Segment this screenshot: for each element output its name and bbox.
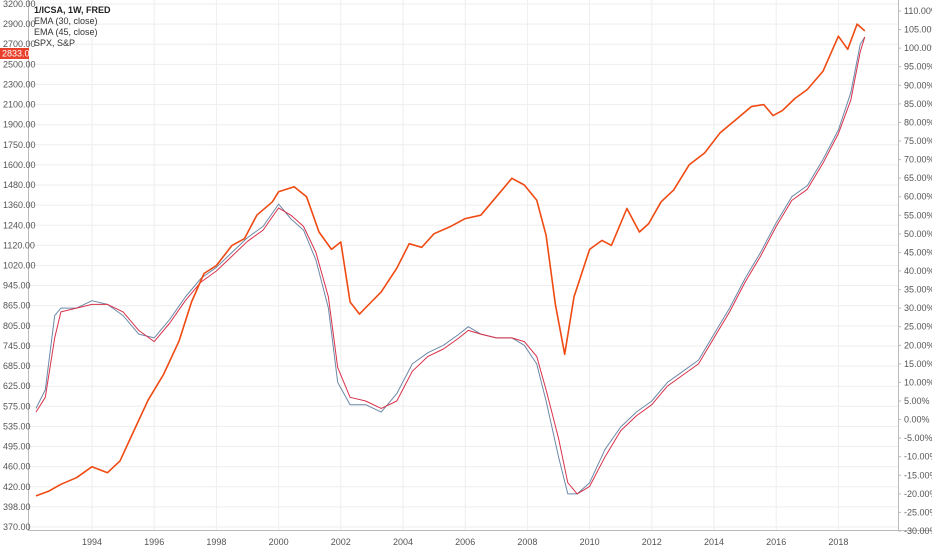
- left-tick-label: 865.00: [3, 301, 31, 311]
- legend-entry-ema30: EMA (30, close): [34, 16, 98, 26]
- left-tick-label: 460.00: [3, 462, 31, 472]
- x-axis-ticks: 1994 1996 1998 2000 2002 2004 2006 2008 2010 2012…: [82, 537, 848, 547]
- x-tick-label: 1998: [206, 537, 226, 547]
- x-tick-label: 2016: [766, 537, 786, 547]
- left-tick-label: 575.00: [3, 401, 31, 411]
- right-tick-label: 95.00%: [904, 62, 932, 72]
- right-tick-label: 75.00%: [904, 136, 932, 146]
- right-tick-label: -20.00%: [904, 489, 932, 499]
- right-tick-label: 60.00%: [904, 192, 932, 202]
- right-tick-label: -25.00%: [904, 507, 932, 517]
- right-tick-label: 50.00%: [904, 229, 932, 239]
- x-tick-label: 1996: [144, 537, 164, 547]
- right-tick-label: 110.00%: [904, 6, 932, 16]
- right-tick-label: -15.00%: [904, 470, 932, 480]
- left-tick-label: 495.00: [3, 442, 31, 452]
- left-tick-label: 945.00: [3, 281, 31, 291]
- right-axis-ticks: 110.00% 105.00% 100.00% 95.00% 90.00% 85.00% 8…: [898, 6, 932, 536]
- left-tick-label: 420.00: [3, 482, 31, 492]
- left-tick-label: 535.00: [3, 421, 31, 431]
- left-tick-label: 745.00: [3, 341, 31, 351]
- x-tick-label: 2014: [704, 537, 724, 547]
- left-tick-label: 805.00: [3, 321, 31, 331]
- right-tick-label: -10.00%: [904, 452, 932, 462]
- left-tick-label: 1750.00: [3, 140, 36, 150]
- x-tick-label: 2018: [828, 537, 848, 547]
- grid: [29, 0, 898, 530]
- left-tick-label: 1120.00: [3, 240, 35, 250]
- right-tick-label: 10.00%: [904, 377, 932, 387]
- legend-entry-spx: SPX, S&P: [34, 38, 75, 48]
- left-axis-ticks: 3200.00 2900.00 2700.00 2500.00 2300.00 2100.…: [3, 0, 36, 532]
- right-tick-label: 25.00%: [904, 322, 932, 332]
- right-tick-label: 15.00%: [904, 359, 932, 369]
- left-tick-label: 2500.00: [3, 59, 36, 69]
- series: [35, 23, 866, 497]
- left-tick-label: 3200.00: [3, 0, 36, 9]
- legend-entry-ema45: EMA (45, close): [34, 27, 98, 37]
- legend-title: 1/ICSA, 1W, FRED: [34, 5, 111, 15]
- x-tick-label: 2006: [455, 537, 475, 547]
- ema45-series-line: [35, 36, 866, 495]
- last-value-tag: 2833.08: [0, 48, 35, 59]
- last-value-tag-text: 2833.08: [2, 49, 35, 59]
- left-tick-label: 2300.00: [3, 79, 36, 89]
- ema30-series-line: [35, 36, 866, 495]
- left-tick-label: 2700.00: [3, 39, 36, 49]
- right-tick-label: -30.00%: [904, 526, 932, 536]
- x-tick-label: 1994: [82, 537, 102, 547]
- right-tick-label: 85.00%: [904, 99, 932, 109]
- right-tick-label: 35.00%: [904, 285, 932, 295]
- right-tick-label: 55.00%: [904, 210, 932, 220]
- left-tick-label: 370.00: [3, 522, 31, 532]
- left-tick-label: 1600.00: [3, 160, 36, 170]
- legend: 1/ICSA, 1W, FRED EMA (30, close) EMA (45…: [34, 5, 111, 48]
- right-tick-label: 65.00%: [904, 173, 932, 183]
- left-tick-label: 1360.00: [3, 200, 36, 210]
- left-tick-label: 1240.00: [3, 220, 36, 230]
- x-tick-label: 2010: [580, 537, 600, 547]
- x-tick-label: 2004: [393, 537, 413, 547]
- right-tick-label: 105.00%: [904, 25, 932, 35]
- right-tick-label: 100.00%: [904, 43, 932, 53]
- left-tick-label: 398.00: [3, 502, 31, 512]
- right-tick-label: 0.00%: [904, 415, 930, 425]
- left-tick-label: 685.00: [3, 361, 31, 371]
- axes: [28, 0, 932, 531]
- left-tick-label: 1900.00: [3, 120, 36, 130]
- right-tick-label: 45.00%: [904, 247, 932, 257]
- left-tick-label: 2900.00: [3, 19, 36, 29]
- right-tick-label: 5.00%: [904, 396, 930, 406]
- x-tick-label: 2008: [517, 537, 537, 547]
- right-tick-label: -5.00%: [904, 433, 932, 443]
- x-tick-label: 2000: [269, 537, 289, 547]
- left-tick-label: 2100.00: [3, 100, 36, 110]
- spx-series-line: [35, 23, 866, 497]
- x-tick-label: 2012: [642, 537, 662, 547]
- right-tick-label: 80.00%: [904, 117, 932, 127]
- right-tick-label: 30.00%: [904, 303, 932, 313]
- right-tick-label: 90.00%: [904, 80, 932, 90]
- right-tick-label: 70.00%: [904, 155, 932, 165]
- right-tick-label: 40.00%: [904, 266, 932, 276]
- right-tick-label: 20.00%: [904, 340, 932, 350]
- left-tick-label: 1480.00: [3, 180, 36, 190]
- last-value-tag-bg: [0, 48, 29, 59]
- x-tick-label: 2002: [331, 537, 351, 547]
- left-tick-label: 625.00: [3, 381, 31, 391]
- left-tick-label: 1020.00: [3, 261, 36, 271]
